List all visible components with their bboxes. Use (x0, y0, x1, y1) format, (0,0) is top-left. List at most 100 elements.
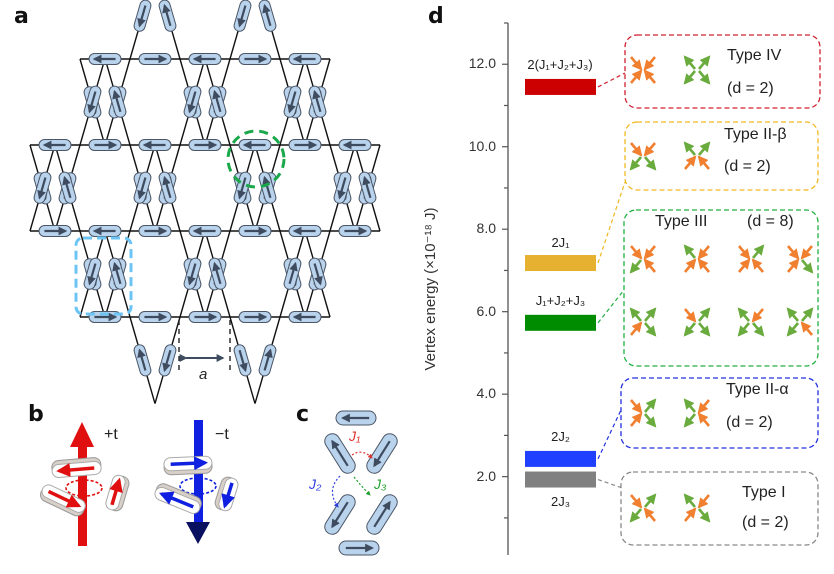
nanomagnet (283, 85, 302, 118)
nanomagnet (133, 0, 152, 32)
magnet-arrow-icon (159, 491, 194, 509)
nanomagnet (138, 139, 172, 151)
nanomagnet (283, 257, 302, 290)
energy-level-bar (525, 78, 596, 95)
energy-level-bar (525, 471, 596, 488)
j3-coupling-arrow (353, 476, 371, 496)
magnet-arrow-icon (262, 3, 272, 27)
spin-in-arrow-icon (697, 412, 710, 427)
nanomagnet-3d (154, 483, 202, 514)
nanomagnet (238, 225, 272, 237)
spin-out-arrow-icon (683, 413, 696, 428)
spin-out-arrow-icon (752, 244, 765, 259)
level-connector (597, 181, 626, 264)
nanomagnet (133, 344, 152, 377)
spin-in-arrow-icon (697, 155, 710, 170)
spin-in-arrow-icon (630, 321, 643, 336)
spin-out-arrow-icon (683, 322, 696, 337)
spin-out-arrow-icon (801, 259, 814, 274)
spin-in-arrow-icon (751, 258, 764, 273)
panel-label-c: c (296, 402, 310, 427)
magnet-arrow-icon (221, 482, 235, 509)
spin-out-arrow-icon (629, 259, 642, 274)
nanomagnet (158, 344, 177, 377)
nanomagnet (324, 433, 356, 474)
spin-in-arrow-icon (643, 258, 656, 273)
magnet-arrow-icon (162, 175, 172, 199)
magnet-arrow-icon (62, 175, 72, 199)
nanomagnet (38, 225, 72, 237)
spin-in-arrow-icon (684, 308, 697, 323)
spin-out-arrow-icon (629, 307, 642, 322)
unit-highlight-box (74, 236, 133, 316)
energy-level-bar (525, 450, 596, 467)
magnet-arrow-icon (170, 456, 209, 471)
j1-label: J₁ (349, 428, 361, 444)
kagome-lattice (29, 0, 381, 404)
spin-out-arrow-icon (737, 322, 750, 337)
spin-in-arrow-icon (630, 56, 643, 71)
nanomagnet-3d (105, 474, 130, 512)
spin-out-arrow-icon (644, 156, 657, 171)
magnet-arrow-icon (331, 501, 349, 529)
spin-in-arrow-icon (630, 399, 643, 414)
magnet-arrow-icon (162, 3, 172, 27)
magnet-arrow-icon (37, 177, 47, 200)
j2-coupling-arrow (331, 475, 341, 508)
y-tick-label: 8.0 (476, 220, 496, 237)
nanomagnet (88, 311, 122, 323)
nanomagnet (288, 311, 322, 323)
nanomagnet (183, 85, 202, 118)
magnet-arrow-icon (212, 261, 222, 285)
nanomagnet (238, 53, 272, 65)
spin-out-arrow-icon (683, 141, 696, 156)
lattice-magnets (33, 0, 377, 377)
magnet-arrow-icon (112, 261, 122, 285)
spin-in-arrow-icon (630, 412, 643, 427)
magnet-arrow-icon (238, 349, 248, 373)
j2-label: J₂ (309, 476, 322, 492)
vertex-type-label: Type III (655, 213, 708, 230)
nanomagnet (83, 85, 102, 118)
spin-in-arrow-icon (800, 321, 813, 336)
rotation-dashed-ellipse (65, 479, 103, 497)
magnet-arrow-icon (373, 500, 391, 528)
nanomagnet (188, 311, 222, 323)
degeneracy-label: (d = 2) (742, 514, 789, 531)
vertex-type-box (624, 121, 819, 191)
nanomagnet-3d (214, 476, 239, 512)
spin-out-arrow-icon (644, 398, 657, 413)
panel-label-a: a (14, 4, 29, 29)
j1-coupling-arrow (351, 451, 373, 459)
spin-out-arrow-icon (786, 307, 799, 322)
nanomagnet (308, 257, 327, 290)
spin-out-arrow-icon (683, 398, 696, 413)
nanomagnet (366, 494, 398, 535)
nanomagnet (158, 171, 177, 204)
nanomagnet (333, 171, 352, 204)
j3-label: J₃ (374, 476, 387, 492)
nanomagnet (238, 139, 272, 151)
nanomagnet (138, 225, 172, 237)
minus-t-arrow-head (186, 522, 210, 544)
energy-level-label: J₁+J₂+J₃ (535, 292, 586, 308)
spin-in-arrow-icon (697, 258, 710, 273)
nanomagnet (338, 540, 380, 556)
nanomagnet (138, 53, 172, 65)
nanomagnet (308, 85, 327, 118)
magnet-arrow-icon (112, 89, 122, 113)
vertex-type-label: Type I (742, 484, 786, 501)
magnet-arrow-icon (312, 89, 322, 113)
nanomagnet (288, 139, 322, 151)
spin-out-arrow-icon (698, 141, 711, 156)
nanomagnet (338, 225, 372, 237)
minus-t-label: −t (215, 426, 229, 443)
nanomagnet (238, 311, 272, 323)
magnet-arrow-icon (287, 91, 297, 114)
magnet-arrow-icon (288, 261, 298, 285)
nanomagnet (88, 139, 122, 151)
spin-in-arrow-icon (630, 494, 643, 509)
magnet-arrow-icon (109, 477, 123, 506)
nanomagnet (138, 311, 172, 323)
y-tick-label: 12.0 (468, 55, 496, 72)
